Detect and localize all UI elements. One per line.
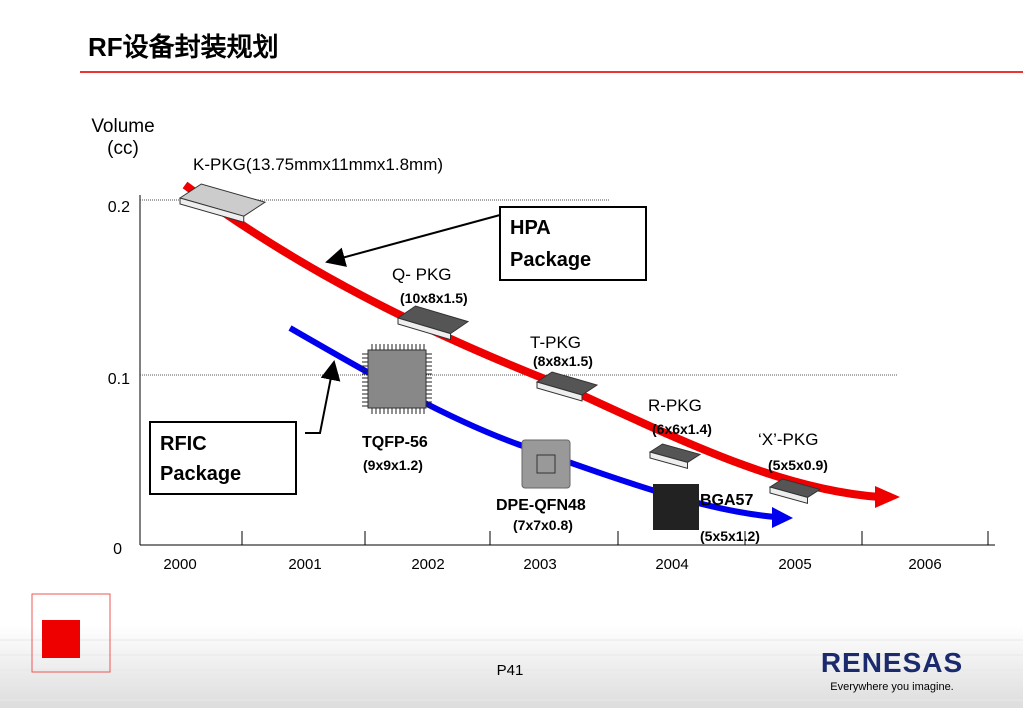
pointer xyxy=(305,360,341,434)
pkg-name: R-PKG xyxy=(648,396,702,415)
rfic-box xyxy=(149,421,297,495)
box-text: HPA xyxy=(510,217,551,239)
y-tick-label: 0.2 xyxy=(108,199,130,216)
bga xyxy=(653,484,699,530)
pkg-size: (5x5x0.9) xyxy=(768,457,828,473)
pkg-size: (7x7x0.8) xyxy=(513,517,573,533)
pkg-size: (10x8x1.5) xyxy=(400,290,468,306)
y-label: Volume xyxy=(91,116,154,137)
x-ticks: 2000 2001 2002 2003 2004 2005 2006 xyxy=(163,531,989,573)
deco-square xyxy=(31,593,111,673)
x-tick-label: 2001 xyxy=(288,556,321,573)
tqfp xyxy=(367,349,427,409)
chip-side xyxy=(769,486,808,505)
chips xyxy=(178,183,822,530)
pkg-size: (5x5x1.2) xyxy=(700,528,760,544)
y-tick-label: 0 xyxy=(113,541,122,558)
x-tick-label: 2006 xyxy=(908,556,941,573)
pkg-name: Q- PKG xyxy=(392,265,452,284)
deco-square-fill xyxy=(42,620,80,658)
qfn-pad xyxy=(536,454,556,474)
hpa-arrow xyxy=(875,486,900,508)
box-text: Package xyxy=(510,249,591,271)
y-label: (cc) xyxy=(107,138,139,159)
x-tick-label: 2003 xyxy=(523,556,556,573)
pkg-name: TQFP-56 xyxy=(362,434,428,451)
x-tick-label: 2000 xyxy=(163,556,196,573)
pkg-name: T-PKG xyxy=(530,333,581,352)
x-tick-label: 2005 xyxy=(778,556,811,573)
y-tick-label: 0.1 xyxy=(108,371,130,388)
x-tick-label: 2004 xyxy=(655,556,688,573)
chip-side xyxy=(397,317,451,341)
title: RF设备封装规划 xyxy=(88,32,279,62)
pkg-size: (6x6x1.4) xyxy=(652,421,712,437)
x-tick-label: 2002 xyxy=(411,556,444,573)
pkg-name: K-PKG(13.75mmx11mmx1.8mm) xyxy=(193,155,443,174)
pkg-name: ‘X’-PKG xyxy=(758,430,818,449)
pkg-size: (8x8x1.5) xyxy=(533,353,593,369)
qfn xyxy=(521,439,571,489)
chip-side xyxy=(649,451,688,470)
slogan: Everywhere you imagine. xyxy=(830,681,954,693)
footer-band xyxy=(0,625,1023,708)
pointer xyxy=(325,214,501,267)
footer-stripes xyxy=(0,639,1023,701)
rfic-arrow xyxy=(772,507,793,528)
box-text: RFIC xyxy=(160,433,207,455)
hpa-box xyxy=(499,206,647,281)
chip-side xyxy=(536,381,583,402)
pkg-size: (9x9x1.2) xyxy=(363,457,423,473)
pkg-name: DPE-QFN48 xyxy=(496,497,586,514)
page-number: P41 xyxy=(497,662,524,679)
logo: RENESAS xyxy=(821,647,963,678)
pkg-name: BGA57 xyxy=(700,492,753,509)
chip-side xyxy=(179,197,245,223)
box-text: Package xyxy=(160,463,241,485)
